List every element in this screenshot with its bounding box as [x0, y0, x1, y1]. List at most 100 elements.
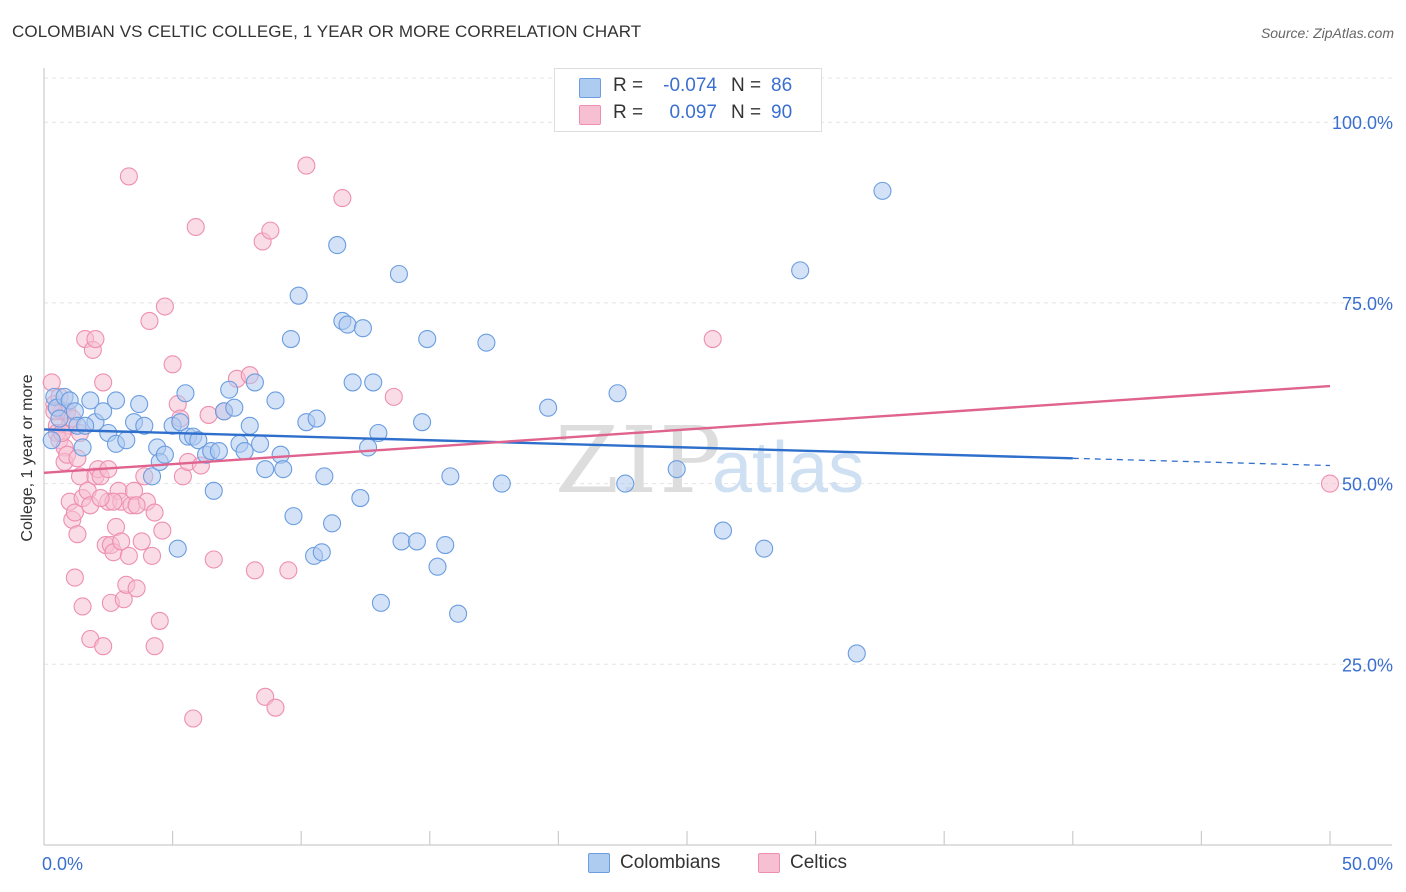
celtics-point	[297, 156, 316, 175]
celtics-point	[112, 532, 131, 551]
x-tick-label: 0.0%	[42, 854, 83, 874]
colombians-swatch	[579, 78, 601, 98]
colombians-point	[135, 416, 154, 435]
colombians-point	[667, 460, 686, 479]
r-value: -0.074	[663, 75, 717, 96]
colombians-point	[389, 264, 408, 284]
colombians-point	[369, 423, 388, 443]
y-tick-label: 25.0%	[1342, 655, 1393, 675]
celtics-point	[86, 329, 105, 349]
watermark-atlas: atlas	[712, 428, 864, 508]
celtics-legend-label: Celtics	[790, 852, 848, 873]
stats-legend: R = -0.074 N = 86 R = 0.097 N = 90	[554, 68, 822, 132]
celtics-point	[150, 611, 169, 630]
colombians-point	[755, 539, 774, 558]
colombians-point	[449, 604, 468, 623]
tick-labels: 100.0% 75.0% 50.0% 25.0% 0.0% 50.0%	[42, 113, 1393, 874]
x-tick-label: 50.0%	[1342, 854, 1393, 874]
colombians-point	[791, 261, 810, 280]
colombians-point	[338, 315, 357, 334]
colombians-point	[323, 514, 342, 533]
r-label: R =	[613, 102, 644, 123]
celtics-point	[245, 561, 264, 580]
colombians-point	[441, 467, 460, 486]
colombians-point	[256, 460, 275, 479]
colombians-point	[266, 391, 285, 410]
colombians-point	[240, 416, 259, 435]
celtics-point	[703, 329, 722, 349]
n-value: 90	[771, 102, 793, 123]
colombians-point	[189, 431, 208, 450]
colombians-point	[235, 442, 254, 461]
legend-row-celtics: R = 0.097 N = 90	[555, 100, 821, 128]
celtics-point	[204, 550, 223, 569]
colombians-point	[117, 431, 136, 450]
colombians-point	[176, 384, 195, 403]
colombians-point	[94, 402, 113, 421]
watermark-zip: ZIP	[555, 407, 723, 514]
y-tick-label: 100.0%	[1332, 113, 1393, 133]
colombians-points	[42, 181, 892, 663]
chart-title: COLOMBIAN VS CELTIC COLLEGE, 1 YEAR OR M…	[12, 22, 642, 41]
celtics-point	[145, 637, 164, 656]
celtics-point	[261, 221, 280, 240]
celtics-point	[333, 189, 352, 208]
celtics-point	[73, 597, 92, 616]
source-label: Source: ZipAtlas.com	[1260, 25, 1394, 41]
colombians-trend-line	[43, 428, 1073, 460]
colombians-point	[281, 329, 300, 349]
colombians-point	[130, 395, 149, 414]
celtics-point	[68, 525, 87, 544]
colombians-point	[225, 398, 244, 417]
colombians-point	[284, 507, 303, 526]
legend-row-colombians: R = -0.074 N = 86	[555, 73, 821, 101]
colombians-point	[343, 373, 362, 392]
colombians-point	[171, 413, 190, 432]
celtics-point	[186, 217, 205, 237]
colombians-point	[106, 391, 126, 410]
celtics-point	[132, 532, 151, 551]
colombians-point	[142, 467, 162, 486]
celtics-point	[163, 355, 182, 374]
colombians-point	[847, 644, 866, 663]
colombians-trend-extension	[1072, 457, 1331, 467]
celtics-point	[145, 503, 164, 522]
n-label: N =	[731, 102, 762, 123]
axes	[43, 68, 1392, 846]
colombians-point	[492, 474, 511, 493]
celtics-point	[142, 546, 162, 565]
colombians-legend-swatch	[588, 853, 610, 873]
colombians-point	[351, 489, 370, 508]
colombians-point	[81, 391, 100, 410]
celtics-legend-swatch	[758, 853, 780, 873]
colombians-point	[220, 380, 239, 399]
celtics-point	[155, 297, 174, 316]
celtics-point	[127, 496, 146, 515]
colombians-point	[245, 373, 264, 392]
colombians-point	[371, 593, 390, 612]
colombians-legend-label: Colombians	[620, 852, 721, 873]
colombians-point	[155, 445, 174, 464]
celtics-point	[119, 546, 138, 565]
colombians-point	[307, 409, 326, 428]
y-axis-label: College, 1 year or more	[19, 374, 36, 541]
celtics-point	[266, 698, 285, 717]
celtics-point	[94, 373, 113, 392]
n-value: 86	[771, 75, 793, 96]
colombians-point	[477, 333, 496, 352]
colombians-point	[274, 460, 293, 479]
colombians-point	[328, 236, 347, 255]
celtics-point	[140, 311, 159, 331]
celtics-point	[65, 568, 84, 587]
celtics-point	[199, 405, 218, 424]
celtics-point	[153, 521, 172, 540]
colombians-point	[353, 319, 372, 338]
celtics-point	[91, 489, 110, 508]
colombians-point	[616, 474, 635, 493]
colombians-point	[608, 384, 627, 403]
colombians-point	[42, 431, 61, 450]
colombians-point	[413, 413, 432, 432]
colombians-point	[418, 329, 437, 349]
colombians-point	[364, 373, 383, 392]
